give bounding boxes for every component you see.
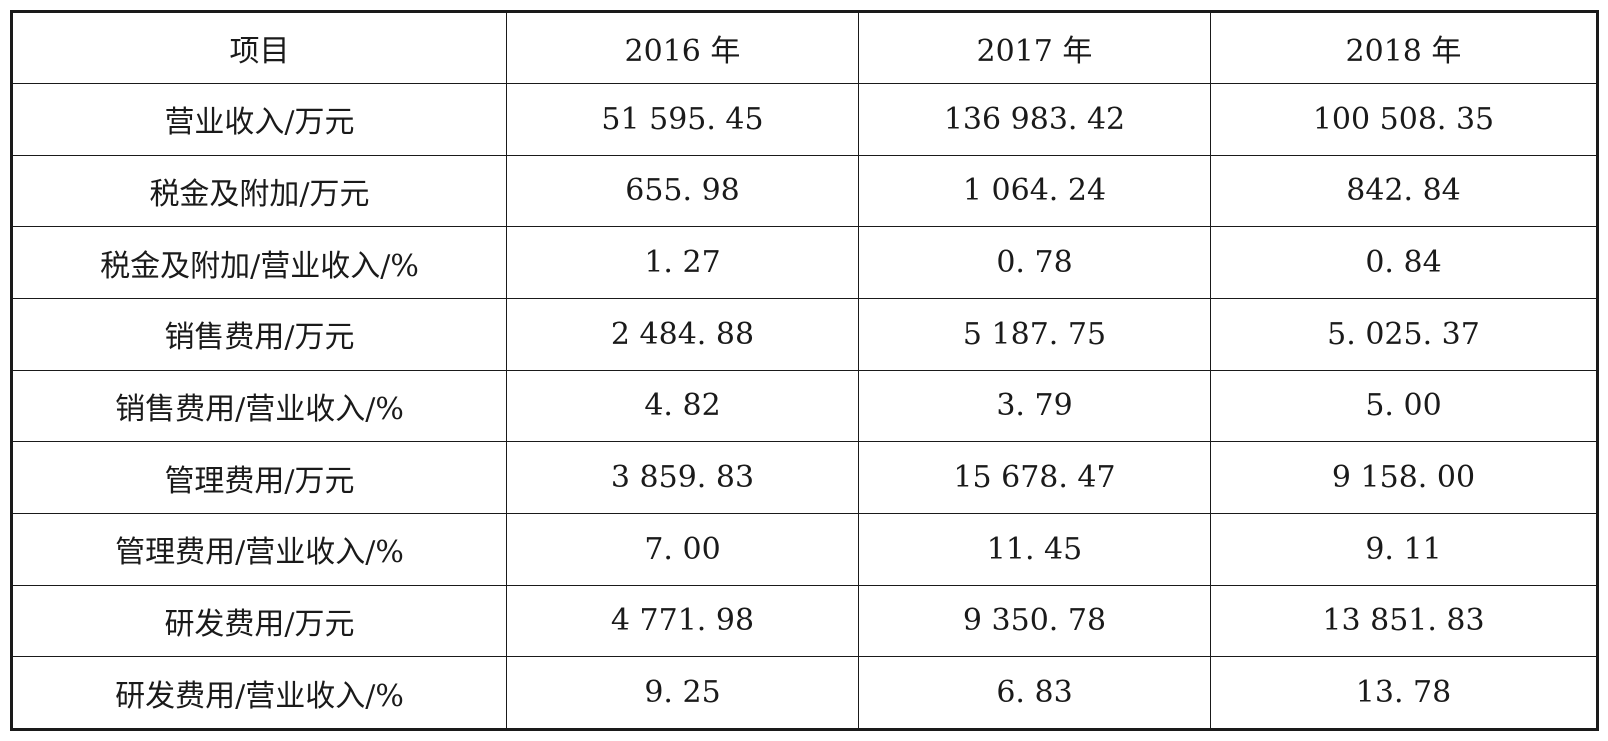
- cell-2017: 3. 79: [858, 369, 1211, 443]
- cell-2017: 11. 45: [858, 512, 1211, 586]
- header-row: 项目 2016 年 2017 年 2018 年: [11, 11, 1598, 84]
- cell-2016: 4 771. 98: [506, 584, 859, 658]
- table-row: 研发费用/营业收入/% 9. 25 6. 83 13. 78: [11, 656, 1598, 730]
- cell-2017: 136 983. 42: [858, 83, 1211, 156]
- header-2018: 2018 年: [1210, 11, 1598, 84]
- row-label: 研发费用/营业收入/%: [11, 656, 507, 730]
- cell-2016: 2 484. 88: [506, 297, 859, 371]
- cell-2016: 3 859. 83: [506, 441, 859, 514]
- table-row: 销售费用/万元 2 484. 88 5 187. 75 5. 025. 37: [11, 297, 1598, 371]
- cell-2017: 15 678. 47: [858, 441, 1211, 514]
- financial-table-container: 项目 2016 年 2017 年 2018 年 营业收入/万元 51 595. …: [10, 10, 1599, 731]
- cell-2016: 1. 27: [506, 226, 859, 299]
- cell-2018: 13. 78: [1210, 656, 1598, 730]
- table-row: 税金及附加/万元 655. 98 1 064. 24 842. 84: [11, 154, 1598, 228]
- cell-2016: 7. 00: [506, 512, 859, 586]
- cell-2017: 5 187. 75: [858, 297, 1211, 371]
- cell-2017: 0. 78: [858, 226, 1211, 299]
- cell-2017: 1 064. 24: [858, 154, 1211, 228]
- table-row: 管理费用/营业收入/% 7. 00 11. 45 9. 11: [11, 512, 1598, 586]
- table-row: 税金及附加/营业收入/% 1. 27 0. 78 0. 84: [11, 226, 1598, 299]
- cell-2016: 655. 98: [506, 154, 859, 228]
- cell-2017: 6. 83: [858, 656, 1211, 730]
- cell-2018: 5. 025. 37: [1210, 297, 1598, 371]
- cell-2016: 4. 82: [506, 369, 859, 443]
- cell-2018: 9. 11: [1210, 512, 1598, 586]
- cell-2018: 5. 00: [1210, 369, 1598, 443]
- cell-2018: 842. 84: [1210, 154, 1598, 228]
- cell-2016: 51 595. 45: [506, 83, 859, 156]
- table-row: 管理费用/万元 3 859. 83 15 678. 47 9 158. 00: [11, 441, 1598, 514]
- row-label: 税金及附加/营业收入/%: [11, 226, 507, 299]
- cell-2018: 100 508. 35: [1210, 83, 1598, 156]
- row-label: 管理费用/营业收入/%: [11, 512, 507, 586]
- row-label: 营业收入/万元: [11, 83, 507, 156]
- row-label: 管理费用/万元: [11, 441, 507, 514]
- cell-2018: 9 158. 00: [1210, 441, 1598, 514]
- row-label: 税金及附加/万元: [11, 154, 507, 228]
- cell-2018: 0. 84: [1210, 226, 1598, 299]
- cell-2017: 9 350. 78: [858, 584, 1211, 658]
- header-item: 项目: [11, 11, 507, 84]
- financial-table: 项目 2016 年 2017 年 2018 年 营业收入/万元 51 595. …: [10, 10, 1599, 731]
- table-row: 研发费用/万元 4 771. 98 9 350. 78 13 851. 83: [11, 584, 1598, 658]
- cell-2016: 9. 25: [506, 656, 859, 730]
- header-2016: 2016 年: [506, 11, 859, 84]
- header-2017: 2017 年: [858, 11, 1211, 84]
- table-row: 营业收入/万元 51 595. 45 136 983. 42 100 508. …: [11, 83, 1598, 156]
- row-label: 研发费用/万元: [11, 584, 507, 658]
- table-row: 销售费用/营业收入/% 4. 82 3. 79 5. 00: [11, 369, 1598, 443]
- row-label: 销售费用/万元: [11, 297, 507, 371]
- row-label: 销售费用/营业收入/%: [11, 369, 507, 443]
- cell-2018: 13 851. 83: [1210, 584, 1598, 658]
